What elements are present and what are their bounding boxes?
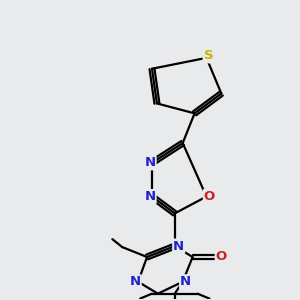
Text: N: N: [173, 240, 184, 253]
Text: N: N: [144, 156, 156, 170]
Text: O: O: [204, 190, 215, 203]
Text: N: N: [144, 190, 156, 203]
Text: S: S: [204, 50, 213, 62]
Text: O: O: [216, 250, 227, 263]
Text: N: N: [130, 275, 141, 288]
Text: N: N: [180, 275, 191, 288]
